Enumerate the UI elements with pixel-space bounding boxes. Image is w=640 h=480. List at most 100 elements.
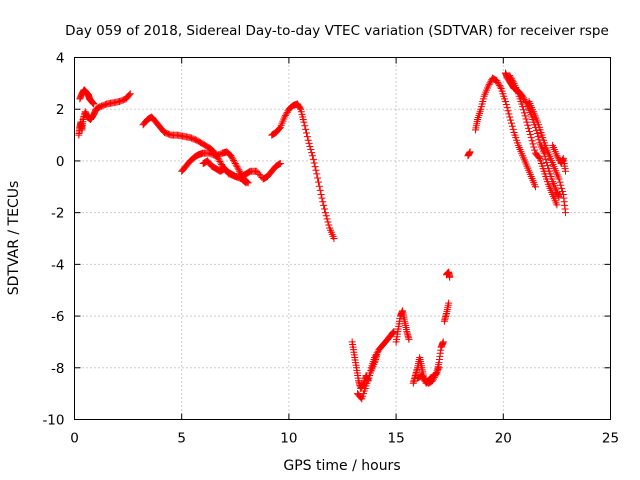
data-point (95, 104, 103, 112)
data-point (300, 118, 308, 126)
data-point (228, 153, 236, 161)
series-arc-8 (354, 351, 381, 403)
data-point (282, 110, 290, 118)
data-point (229, 155, 237, 163)
data-point (439, 338, 447, 346)
data-point (519, 94, 527, 102)
x-axis: 0 5 10 15 20 25 (70, 57, 619, 447)
data-point (535, 136, 543, 144)
data-point (433, 367, 441, 375)
data-point (311, 163, 319, 171)
data-point (553, 152, 561, 160)
data-point (432, 368, 440, 376)
data-point (507, 73, 515, 81)
data-point (419, 373, 427, 381)
series-arc-1 (75, 90, 134, 139)
data-point (275, 124, 283, 132)
data-point (445, 299, 453, 307)
data-point (529, 140, 537, 148)
data-point (216, 157, 224, 165)
data-point (325, 221, 333, 229)
data-point (556, 178, 564, 186)
data-point (507, 119, 515, 127)
series-arc-2 (76, 86, 98, 108)
data-point (281, 111, 289, 119)
data-point (313, 170, 321, 178)
data-point (496, 83, 504, 91)
series-arc-6 (268, 100, 338, 242)
data-point (531, 146, 539, 154)
data-point (534, 133, 542, 141)
data-point (555, 193, 563, 201)
data-point (504, 107, 512, 115)
data-point (466, 148, 474, 156)
data-point (244, 179, 252, 187)
x-tick-label: 15 (388, 431, 405, 447)
series-arc-13 (442, 268, 454, 281)
x-tick-label: 0 (70, 431, 79, 447)
x-tick-label: 5 (177, 431, 186, 447)
data-point (296, 104, 304, 112)
data-point (506, 72, 514, 80)
data-point (555, 175, 563, 183)
data-point (319, 198, 327, 206)
data-point (561, 167, 569, 175)
data-point (484, 82, 492, 90)
data-point (243, 178, 251, 186)
data-point (302, 125, 310, 133)
data-point (540, 149, 548, 157)
data-point (318, 194, 326, 202)
data-point (522, 98, 530, 106)
data-point (323, 215, 331, 223)
data-point (304, 136, 312, 144)
data-point (235, 166, 243, 174)
y-tick-label: -4 (51, 257, 64, 273)
data-point (420, 375, 428, 383)
series-arc-14 (464, 148, 474, 160)
data-point (232, 161, 240, 169)
series-arc-9 (392, 307, 413, 346)
data-point (507, 116, 515, 124)
data-point (317, 191, 325, 199)
data-point (320, 201, 328, 209)
y-tick-label: -6 (51, 309, 64, 325)
data-point (494, 78, 502, 86)
data-point (217, 159, 225, 167)
data-point (242, 177, 250, 185)
data-point (308, 152, 316, 160)
series-arc-7 (348, 328, 398, 392)
data-point (302, 129, 310, 137)
data-points (75, 69, 569, 403)
data-point (357, 394, 365, 402)
data-point (502, 101, 510, 109)
data-point (320, 205, 328, 213)
data-point (307, 146, 315, 154)
data-point (503, 104, 511, 112)
data-point (306, 142, 314, 150)
x-tick-label: 10 (280, 431, 297, 447)
data-point (554, 153, 562, 161)
data-point (315, 182, 323, 190)
data-point (519, 106, 527, 114)
data-point (495, 80, 503, 88)
data-point (281, 113, 289, 121)
data-point (305, 139, 313, 147)
data-point (520, 109, 528, 117)
y-tick-label: -2 (51, 206, 64, 222)
data-point (234, 164, 242, 172)
data-point (532, 126, 540, 134)
data-point (230, 156, 238, 164)
data-point (542, 155, 550, 163)
data-point (535, 153, 543, 161)
y-axis-label: SDTVAR / TECUs (6, 181, 22, 296)
data-point (434, 365, 442, 373)
data-point (312, 166, 320, 174)
data-point (233, 163, 241, 171)
data-point (523, 118, 531, 126)
data-point (558, 184, 566, 192)
data-point (521, 97, 529, 105)
data-point (495, 81, 503, 89)
data-point (501, 97, 509, 105)
x-tick-label: 20 (495, 431, 512, 447)
